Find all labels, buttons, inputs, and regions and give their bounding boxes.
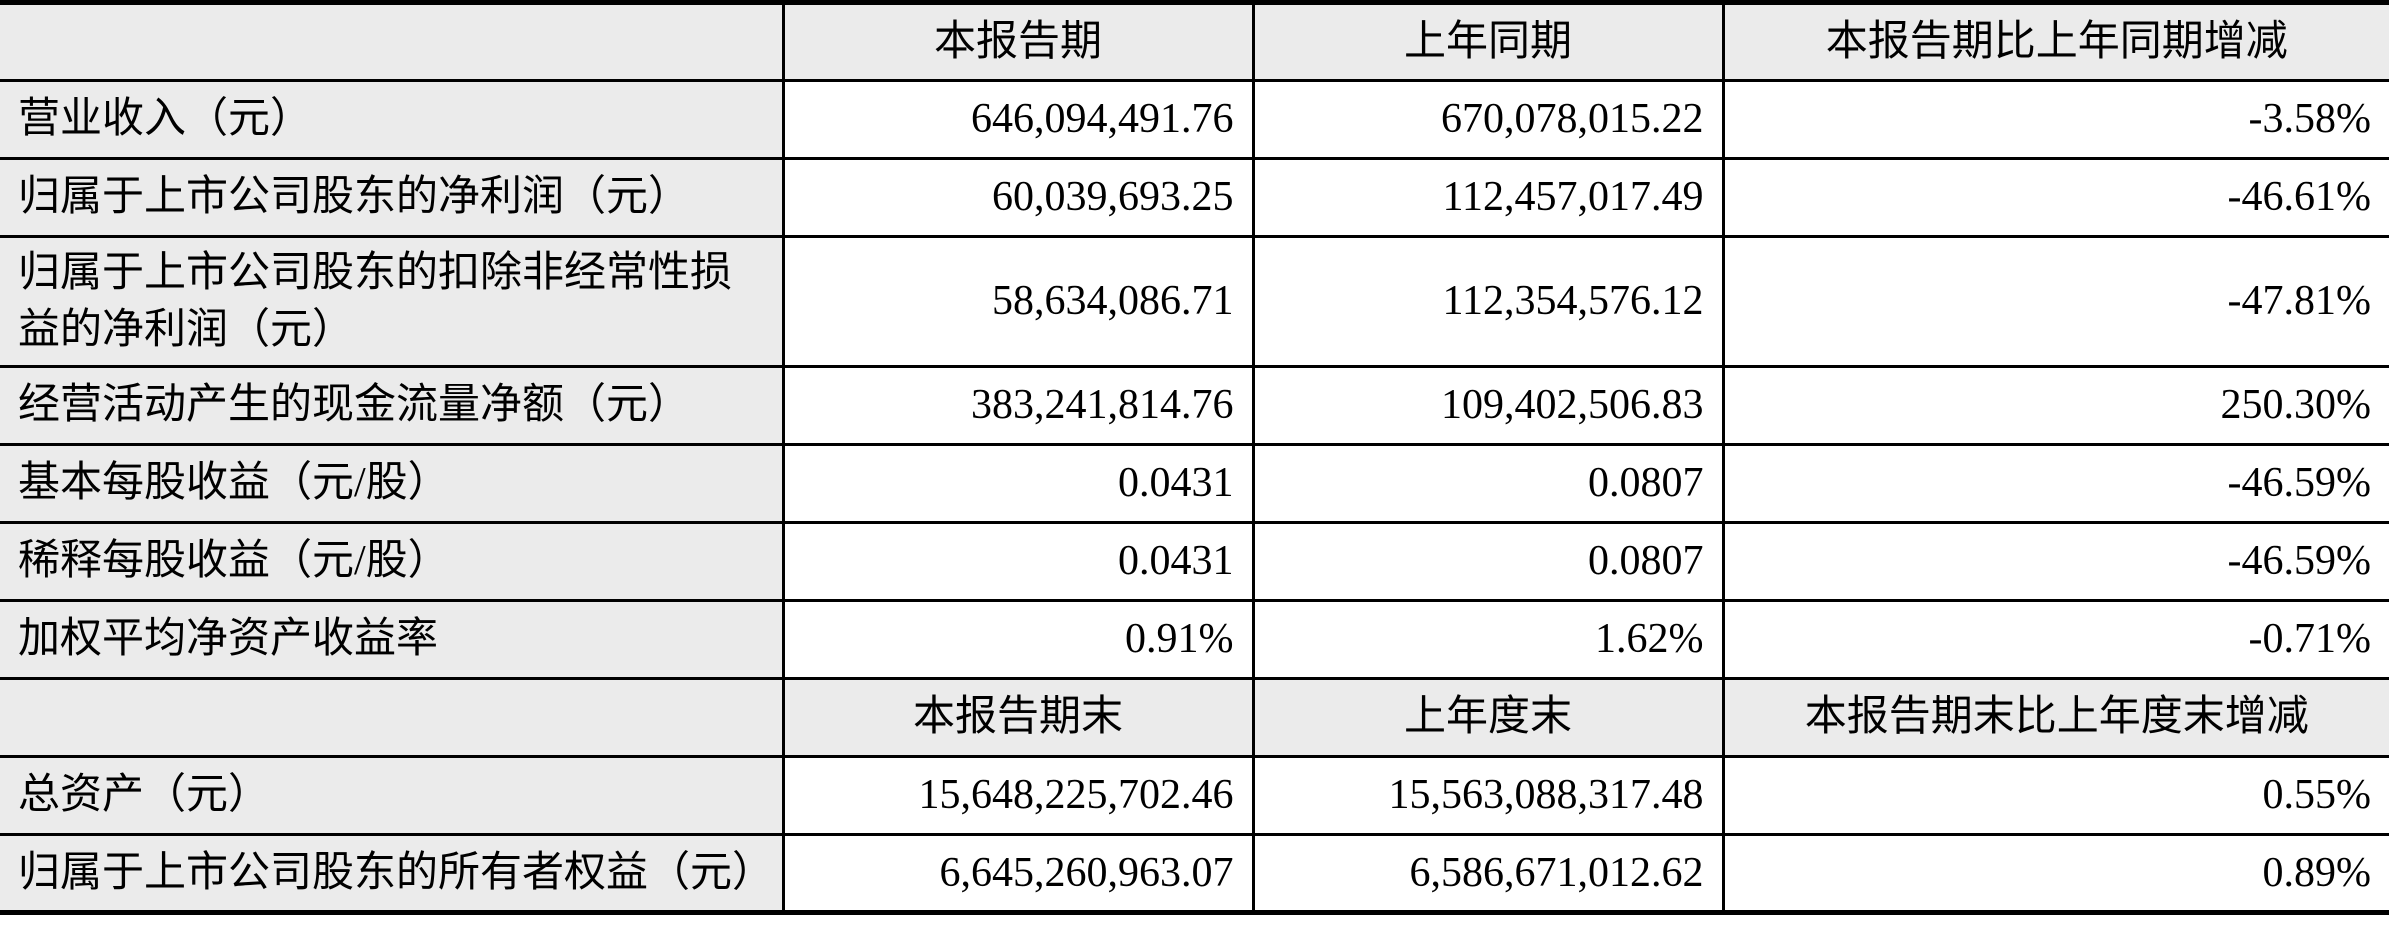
row-value: 0.55%	[1723, 757, 2389, 835]
row-label: 营业收入（元）	[0, 81, 783, 159]
table-row: 营业收入（元） 646,094,491.76 670,078,015.22 -3…	[0, 81, 2389, 159]
row-value: -3.58%	[1723, 81, 2389, 159]
header-blank	[0, 3, 783, 81]
header-change: 本报告期比上年同期增减	[1723, 3, 2389, 81]
row-value: 58,634,086.71	[783, 237, 1253, 367]
row-value: 1.62%	[1253, 601, 1723, 679]
table-row: 经营活动产生的现金流量净额（元） 383,241,814.76 109,402,…	[0, 367, 2389, 445]
table-row: 加权平均净资产收益率 0.91% 1.62% -0.71%	[0, 601, 2389, 679]
row-label: 加权平均净资产收益率	[0, 601, 783, 679]
row-value: -0.71%	[1723, 601, 2389, 679]
row-value: 0.0807	[1253, 523, 1723, 601]
row-label: 归属于上市公司股东的净利润（元）	[0, 159, 783, 237]
row-value: 383,241,814.76	[783, 367, 1253, 445]
row-label: 归属于上市公司股东的所有者权益（元）	[0, 835, 783, 913]
row-label: 基本每股收益（元/股）	[0, 445, 783, 523]
table-row: 归属于上市公司股东的扣除非经常性损益的净利润（元） 58,634,086.71 …	[0, 237, 2389, 367]
row-value: 15,563,088,317.48	[1253, 757, 1723, 835]
row-value: 112,457,017.49	[1253, 159, 1723, 237]
row-value: -47.81%	[1723, 237, 2389, 367]
row-value: 0.91%	[783, 601, 1253, 679]
header-period: 本报告期末	[783, 679, 1253, 757]
header-prior: 上年同期	[1253, 3, 1723, 81]
table-header-row: 本报告期 上年同期 本报告期比上年同期增减	[0, 3, 2389, 81]
table-header-row: 本报告期末 上年度末 本报告期末比上年度末增减	[0, 679, 2389, 757]
row-value: 250.30%	[1723, 367, 2389, 445]
row-value: 6,645,260,963.07	[783, 835, 1253, 913]
table-row: 总资产（元） 15,648,225,702.46 15,563,088,317.…	[0, 757, 2389, 835]
header-change: 本报告期末比上年度末增减	[1723, 679, 2389, 757]
row-value: 0.0431	[783, 523, 1253, 601]
financial-table: 本报告期 上年同期 本报告期比上年同期增减 营业收入（元） 646,094,49…	[0, 0, 2389, 915]
row-value: -46.61%	[1723, 159, 2389, 237]
header-period: 本报告期	[783, 3, 1253, 81]
table-row: 基本每股收益（元/股） 0.0431 0.0807 -46.59%	[0, 445, 2389, 523]
row-value: 15,648,225,702.46	[783, 757, 1253, 835]
row-value: 112,354,576.12	[1253, 237, 1723, 367]
table-row: 归属于上市公司股东的净利润（元） 60,039,693.25 112,457,0…	[0, 159, 2389, 237]
row-value: 6,586,671,012.62	[1253, 835, 1723, 913]
header-blank	[0, 679, 783, 757]
row-value: 670,078,015.22	[1253, 81, 1723, 159]
header-prior: 上年度末	[1253, 679, 1723, 757]
row-value: 646,094,491.76	[783, 81, 1253, 159]
row-value: 60,039,693.25	[783, 159, 1253, 237]
row-value: 0.0807	[1253, 445, 1723, 523]
row-label: 归属于上市公司股东的扣除非经常性损益的净利润（元）	[0, 237, 783, 367]
table-row: 归属于上市公司股东的所有者权益（元） 6,645,260,963.07 6,58…	[0, 835, 2389, 913]
row-label: 总资产（元）	[0, 757, 783, 835]
row-value: 0.0431	[783, 445, 1253, 523]
row-value: 0.89%	[1723, 835, 2389, 913]
table-row: 稀释每股收益（元/股） 0.0431 0.0807 -46.59%	[0, 523, 2389, 601]
row-label: 稀释每股收益（元/股）	[0, 523, 783, 601]
row-value: -46.59%	[1723, 445, 2389, 523]
row-value: -46.59%	[1723, 523, 2389, 601]
row-label: 经营活动产生的现金流量净额（元）	[0, 367, 783, 445]
row-value: 109,402,506.83	[1253, 367, 1723, 445]
